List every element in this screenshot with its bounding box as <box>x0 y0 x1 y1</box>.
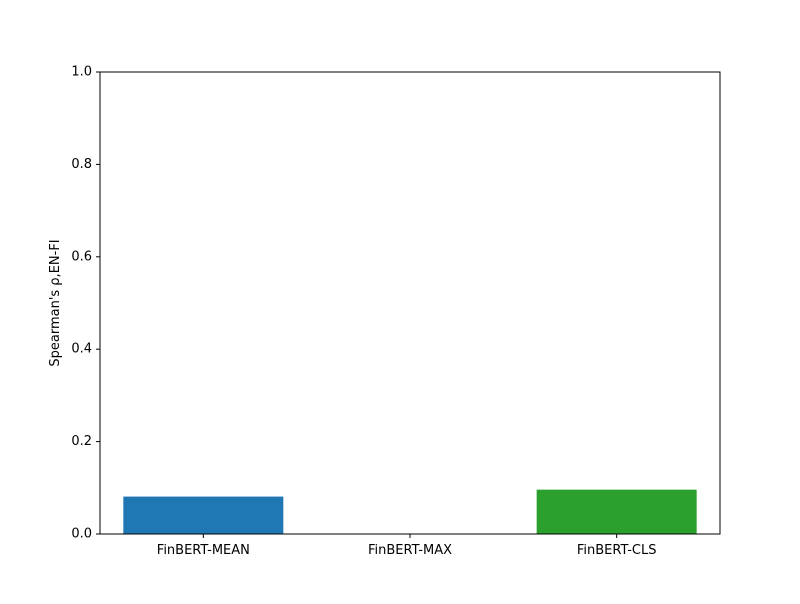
x-tick-label: FinBERT-MEAN <box>157 543 250 558</box>
bar-finbert-mean <box>123 496 284 534</box>
axes-layer: 0.0 0.2 0.4 0.6 0.8 1.0 FinBERT-MEAN FinBERT-MA… <box>71 65 721 558</box>
y-tick-label: 0.8 <box>71 157 92 172</box>
y-tick-label: 0.2 <box>71 434 92 449</box>
bars-layer <box>123 489 697 534</box>
x-tick-label: FinBERT-MAX <box>368 543 452 558</box>
y-axis-label: Spearman's ρ,EN-FI <box>48 239 63 366</box>
bar-finbert-cls <box>536 489 697 534</box>
y-tick-label: 0.0 <box>71 527 92 542</box>
y-tick-label: 0.4 <box>71 342 92 357</box>
y-tick-label: 0.6 <box>71 249 92 264</box>
plot-frame <box>99 71 721 535</box>
y-tick-label: 1.0 <box>71 65 92 80</box>
x-tick-label: FinBERT-CLS <box>577 543 657 558</box>
